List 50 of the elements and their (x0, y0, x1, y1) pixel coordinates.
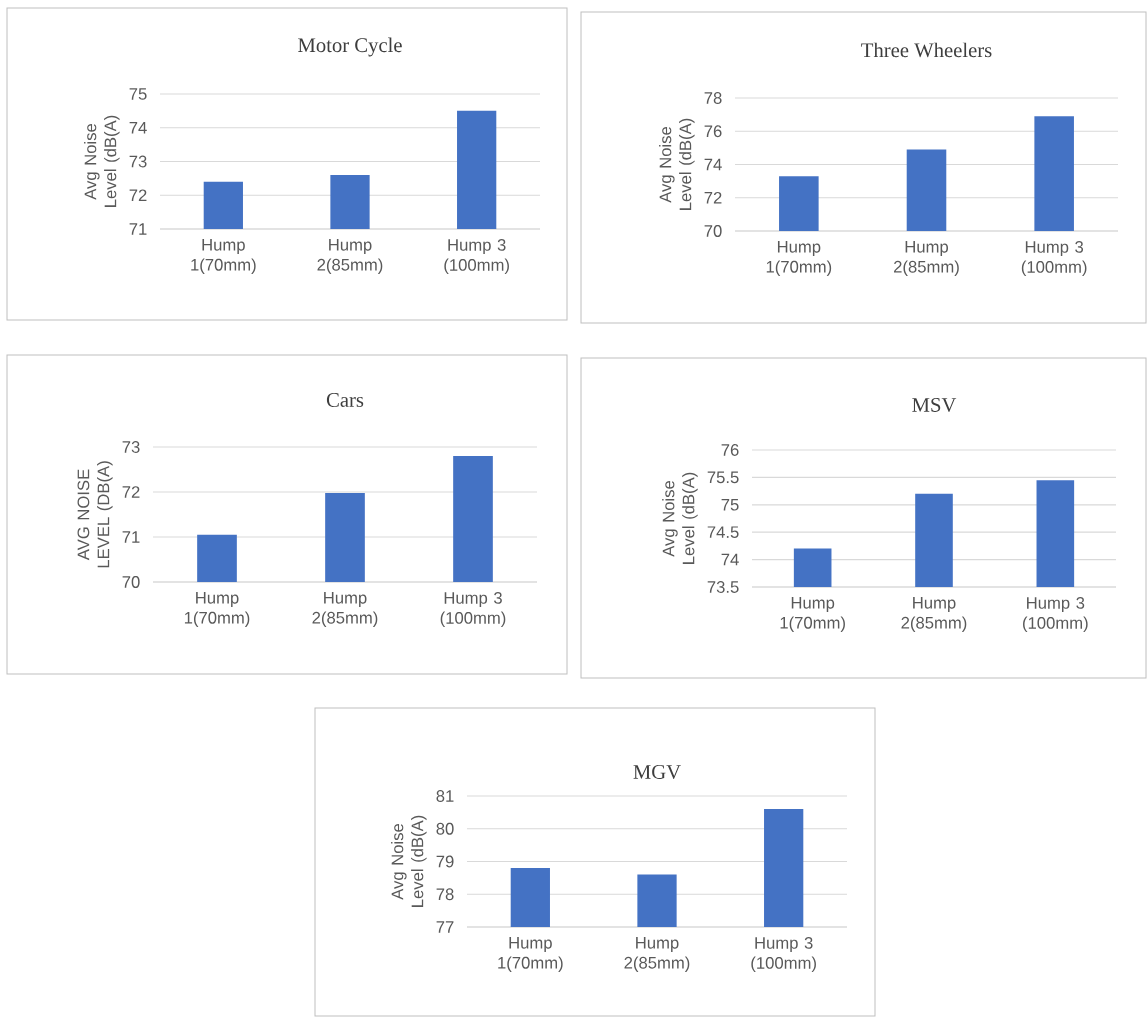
y-tick-label: 70 (122, 576, 140, 588)
chart-title: Motor Cycle (298, 37, 402, 57)
y-tick-label: 75 (721, 498, 739, 511)
y-tick-label: 77 (436, 921, 454, 933)
y-tick-label: 76 (704, 125, 722, 138)
x-tick-label: Hump 1(70mm) (780, 597, 845, 632)
y-axis-title: Avg Noise Level (dB(A) (391, 815, 427, 907)
x-tick-label: Hump 2(85mm) (317, 239, 383, 274)
y-tick-label: 71 (129, 223, 147, 235)
y-tick-label: 74 (704, 158, 722, 171)
y-tick-label: 72 (122, 486, 140, 498)
y-tick-label: 76 (721, 444, 739, 456)
chart-title: Cars (326, 393, 364, 407)
x-tick-label: Hump 3 (100mm) (1023, 597, 1088, 633)
y-tick-label: 73.5 (707, 581, 739, 593)
y-tick-label: 80 (436, 822, 454, 835)
y-axis-title: Avg Noise Level (dB(A) (84, 115, 120, 207)
x-tick-label: Hump 3 (100mm) (440, 592, 506, 628)
y-tick-label: 78 (704, 92, 722, 104)
y-tick-label: 79 (436, 855, 454, 868)
y-tick-label: 74 (721, 553, 739, 566)
x-tick-label: Hump 1(70mm) (184, 592, 250, 627)
y-axis-title: Avg Noise Level (dB(A) (662, 472, 698, 564)
x-tick-label: Hump 1(70mm) (498, 937, 563, 972)
x-tick-label: Hump 2(85mm) (312, 592, 378, 627)
x-tick-label: Hump 3 (100mm) (751, 937, 816, 973)
y-axis-title: Avg Noise Level (dB(A) (659, 118, 695, 210)
x-tick-label: Hump 2(85mm) (894, 241, 959, 276)
chart-title: MGV (633, 764, 681, 779)
x-tick-label: Hump 3 (100mm) (444, 239, 509, 275)
y-tick-label: 70 (704, 225, 722, 237)
y-tick-label: 74.5 (707, 526, 739, 539)
y-tick-label: 72 (704, 191, 722, 204)
y-tick-label: 73 (129, 155, 147, 168)
y-tick-label: 81 (436, 790, 454, 802)
x-tick-label: Hump 2(85mm) (901, 597, 967, 632)
x-tick-label: Hump 2(85mm) (624, 937, 690, 972)
chart-title: MSV (912, 397, 957, 412)
x-tick-label: Hump 1(70mm) (766, 241, 832, 276)
y-tick-label: 73 (122, 441, 140, 453)
y-tick-label: 78 (436, 888, 454, 901)
y-tick-label: 75 (129, 88, 147, 100)
y-tick-label: 71 (122, 531, 140, 543)
x-tick-label: Hump 3 (100mm) (1021, 241, 1087, 277)
y-tick-label: 72 (129, 189, 147, 202)
y-tick-label: 74 (129, 122, 147, 134)
x-tick-label: Hump 1(70mm) (191, 239, 256, 274)
y-axis-title: AVG NOISE LEVEL (DB(A) (77, 461, 113, 568)
chart-title: Three Wheelers (861, 42, 992, 58)
y-tick-label: 75.5 (707, 471, 739, 484)
